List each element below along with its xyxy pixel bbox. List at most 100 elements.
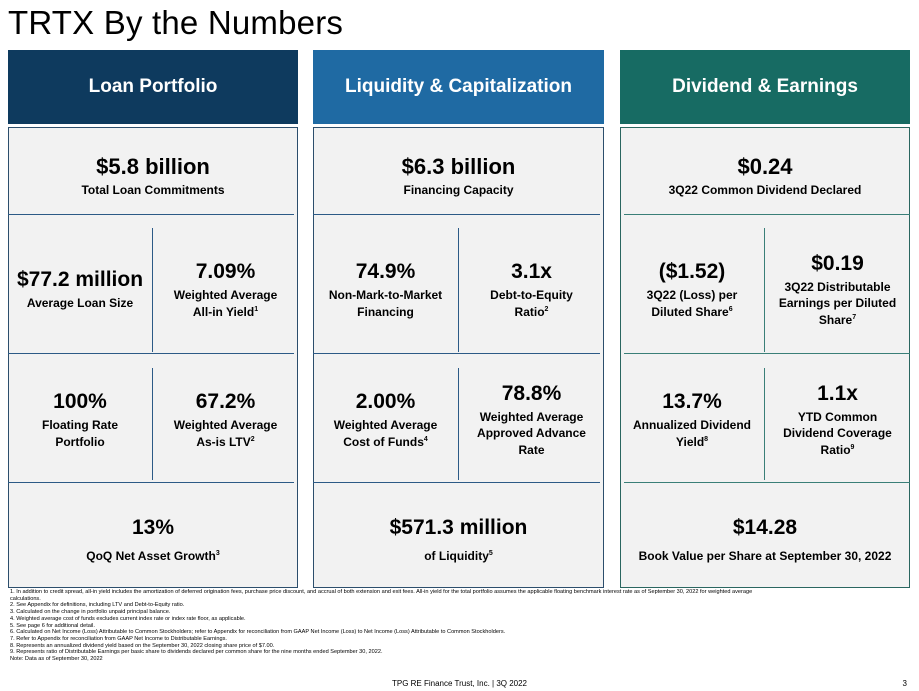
divider — [624, 214, 910, 215]
div-dividend-yield: 13.7% Annualized Dividend Yield8 — [620, 360, 764, 480]
metric-value: 3.1x — [511, 260, 552, 284]
footnotes: 1. In addition to credit spread, all-in … — [10, 589, 910, 663]
loan-avg-loan-size: $77.2 million Average Loan Size — [8, 228, 152, 352]
label-line: Diluted Share — [651, 304, 729, 319]
footnote: 7. Refer to Appendix for reconciliation … — [10, 635, 227, 642]
metric-label: Non-Mark-to-Market Financing — [329, 287, 442, 319]
loan-all-in-yield: 7.09% Weighted Average All-in Yield1 — [153, 228, 298, 352]
div-book-value: $14.28 Book Value per Share at September… — [620, 500, 910, 580]
metric-label: Weighted Average As-is LTV2 — [174, 417, 278, 449]
divider — [764, 368, 765, 480]
metric-value: 74.9% — [355, 260, 416, 284]
metric-label: Weighted Average Cost of Funds4 — [334, 417, 438, 449]
label-line: Portfolio — [55, 434, 105, 449]
divider — [624, 482, 910, 483]
label-line: Rate — [518, 442, 545, 457]
loan-top-metric: $5.8 billion Total Loan Commitments — [8, 140, 298, 212]
label-line: Debt-to-Equity — [490, 288, 573, 303]
footnote: 1. In addition to credit spread, all-in … — [10, 589, 753, 595]
footnote: 9. Represents ratio of Distributable Ear… — [10, 649, 383, 656]
divider — [152, 368, 153, 480]
metric-label: 3Q22 Common Dividend Declared — [668, 183, 862, 198]
divider — [458, 228, 459, 352]
label-line: Cost of Funds — [343, 434, 424, 449]
metric-value: $77.2 million — [16, 268, 144, 292]
label-line: 3Q22 Distributable — [784, 280, 891, 295]
label-line: Weighted Average — [333, 418, 438, 433]
label-line: Weighted Average — [479, 410, 584, 425]
footnote-ref: 4 — [423, 435, 428, 443]
label-line: As-is LTV — [196, 434, 251, 449]
footnote-ref: 5 — [488, 549, 493, 557]
footnote: 2. See Appendix for definitions, includi… — [10, 602, 185, 609]
label-line: of Liquidity — [424, 548, 489, 563]
divider — [8, 214, 294, 215]
metric-label: Floating Rate Portfolio — [42, 417, 118, 449]
metric-value: 78.8% — [501, 382, 562, 406]
label-line: All-in Yield — [192, 304, 255, 319]
metric-value: 13.7% — [662, 390, 722, 414]
footnote-ref: 2 — [544, 305, 549, 313]
dividend-header: Dividend & Earnings — [620, 50, 910, 124]
div-loss-per-share: ($1.52) 3Q22 (Loss) per Diluted Share6 — [620, 228, 764, 352]
label-line: 3Q22 (Loss) per — [646, 288, 738, 303]
liquidity-header: Liquidity & Capitalization — [313, 50, 604, 124]
label-line: Share — [818, 312, 853, 327]
div-top-metric: $0.24 3Q22 Common Dividend Declared — [620, 140, 910, 212]
footnote-ref: 2 — [250, 435, 255, 443]
loan-portfolio-header: Loan Portfolio — [8, 50, 298, 124]
metric-label: Annualized Dividend Yield8 — [633, 417, 751, 449]
footnote-ref: 8 — [704, 435, 709, 443]
liquidity-header-label: Liquidity & Capitalization — [345, 76, 572, 97]
footnote-ref: 1 — [254, 305, 259, 313]
divider — [458, 368, 459, 480]
metric-label: 3Q22 Distributable Earnings per Diluted … — [779, 279, 896, 328]
divider — [764, 228, 765, 352]
page-number: 3 — [902, 679, 907, 688]
label-line: Earnings per Diluted — [778, 296, 897, 311]
metric-value: ($1.52) — [658, 260, 726, 284]
dividend-header-label: Dividend & Earnings — [672, 76, 858, 97]
loan-floating-rate: 100% Floating Rate Portfolio — [8, 360, 152, 480]
label-line: Non-Mark-to-Market — [328, 288, 443, 303]
label-line: Ratio — [820, 442, 851, 457]
metric-value: $5.8 billion — [96, 153, 210, 179]
label-line: Approved Advance — [477, 426, 586, 441]
metric-value: 13% — [131, 515, 175, 539]
label-line: Financing — [357, 304, 414, 319]
div-coverage-ratio: 1.1x YTD Common Dividend Coverage Ratio9 — [765, 360, 910, 480]
metric-label: Financing Capacity — [403, 183, 514, 198]
page-title: TRTX By the Numbers — [8, 4, 344, 41]
footnote-ref: 9 — [850, 443, 855, 451]
divider — [8, 482, 294, 483]
divider — [624, 353, 910, 354]
loan-portfolio-header-label: Loan Portfolio — [88, 76, 218, 97]
divider — [313, 353, 600, 354]
label-line: QoQ Net Asset Growth — [86, 548, 216, 563]
dividend-panel — [620, 127, 910, 588]
footnote-ref: 3 — [215, 549, 220, 557]
metric-label: of Liquidity5 — [424, 548, 493, 564]
loan-net-asset-growth: 13% QoQ Net Asset Growth3 — [8, 500, 298, 580]
liq-top-metric: $6.3 billion Financing Capacity — [313, 140, 604, 212]
footnote: 3. Calculated on the change in portfolio… — [10, 609, 171, 616]
metric-value: $571.3 million — [389, 515, 528, 539]
metric-label: Weighted Average All-in Yield1 — [174, 287, 278, 319]
metric-label: YTD Common Dividend Coverage Ratio9 — [783, 409, 892, 458]
metric-value: $0.19 — [811, 252, 864, 276]
metric-label: Weighted Average Approved Advance Rate — [477, 409, 586, 458]
metric-value: 100% — [53, 390, 107, 414]
metric-label: QoQ Net Asset Growth3 — [86, 548, 219, 564]
divider — [313, 214, 600, 215]
metric-label: Book Value per Share at September 30, 20… — [638, 548, 892, 563]
div-distributable-earnings: $0.19 3Q22 Distributable Earnings per Di… — [765, 228, 910, 352]
metric-value: 67.2% — [195, 390, 256, 414]
footnote: 5. See page 6 for additional detail. — [10, 622, 95, 629]
metric-value: $14.28 — [732, 515, 798, 539]
liq-advance-rate: 78.8% Weighted Average Approved Advance … — [459, 360, 604, 480]
liquidity-panel — [313, 127, 604, 588]
label-line: Floating Rate — [41, 418, 118, 433]
footnote: calculations. — [10, 595, 41, 602]
metric-value: $0.24 — [737, 153, 793, 179]
label-line: Dividend Coverage — [783, 426, 892, 441]
